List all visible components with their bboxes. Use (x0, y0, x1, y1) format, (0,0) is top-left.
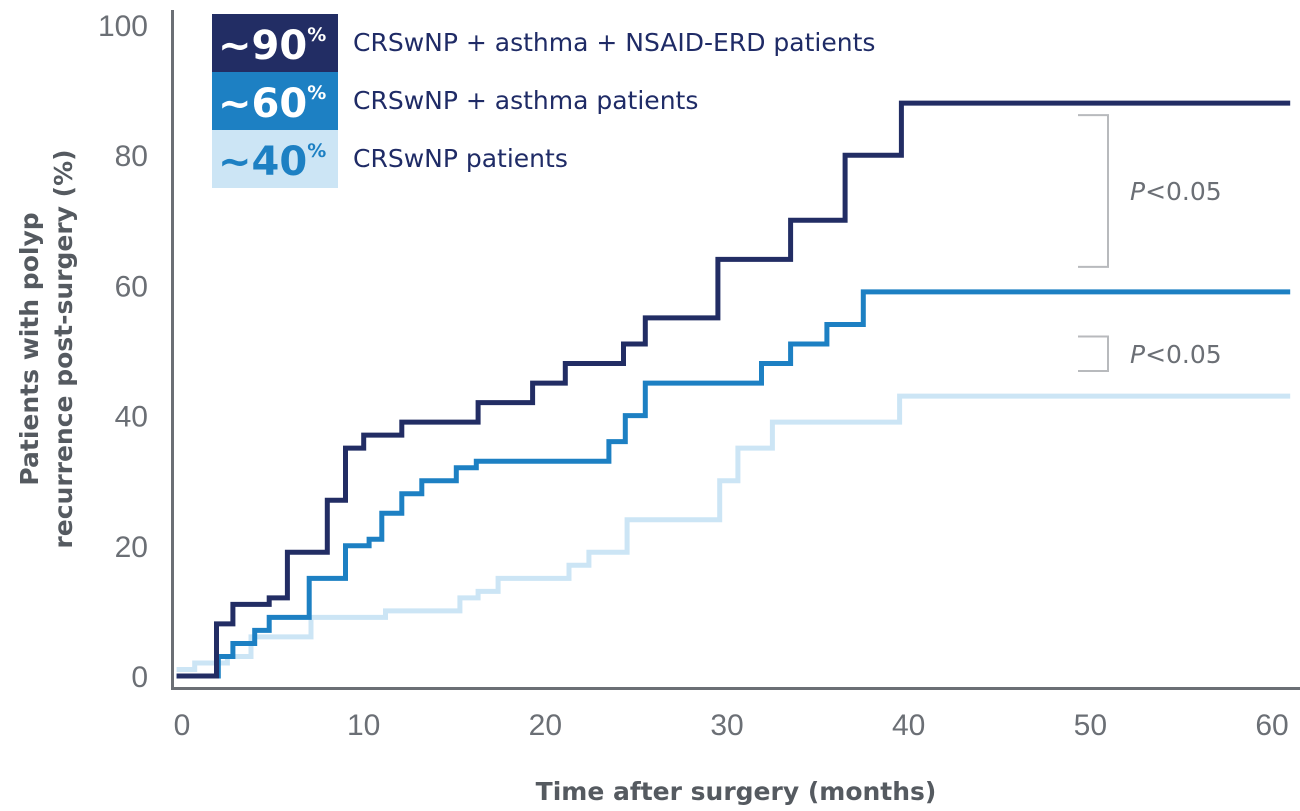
legend-label: CRSwNP patients (353, 144, 568, 173)
legend-percentage: ~90% (218, 23, 326, 69)
legend-percentage-sign: % (307, 24, 326, 46)
p-value-rest: <0.05 (1145, 340, 1222, 369)
y-tick-label: 40 (115, 401, 148, 434)
legend-swatch (212, 130, 338, 188)
legend: ~90% CRSwNP + asthma + NSAID-ERD patients… (212, 14, 875, 188)
p-value-label: P<0.05 (1130, 340, 1222, 369)
legend-percentage: ~60% (218, 81, 326, 127)
p-value-label: P<0.05 (1130, 177, 1222, 206)
p-value-italic: P (1130, 340, 1146, 369)
y-tick-labels: 0 20 40 60 80 100 (98, 10, 148, 694)
x-tick-label: 50 (1074, 709, 1107, 742)
x-tick-labels: 0 10 20 30 40 50 60 (174, 709, 1289, 742)
p-value-italic: P (1130, 177, 1146, 206)
axes-group (171, 10, 1300, 690)
y-tick-label: 20 (115, 531, 148, 564)
legend-percentage-sign: % (307, 140, 326, 162)
legend-percentage-value: ~90 (218, 23, 307, 69)
y-axis-title-line-2: recurrence post-surgery (%) (49, 149, 78, 548)
y-axis-title-line-1: Patients with polyp (15, 212, 44, 485)
series-line (176, 100, 1291, 679)
y-tick-label: 60 (115, 270, 148, 303)
x-tick-label: 60 (1255, 709, 1288, 742)
series-line (176, 289, 1291, 679)
x-tick-label: 0 (174, 709, 191, 742)
significance-bracket (1078, 114, 1109, 268)
legend-percentage: ~40% (218, 139, 326, 185)
y-tick-label: 100 (98, 10, 148, 43)
legend-swatch (212, 14, 338, 72)
p-value-rest: <0.05 (1145, 177, 1222, 206)
series-group (176, 100, 1291, 679)
x-axis-title: Time after surgery (months) (536, 777, 937, 806)
legend-label: CRSwNP + asthma patients (353, 86, 698, 115)
series-line (176, 393, 1291, 672)
x-tick-label: 30 (710, 709, 743, 742)
significance-bracket (1078, 335, 1109, 373)
legend-percentage-value: ~60 (218, 81, 307, 127)
legend-label: CRSwNP + asthma + NSAID-ERD patients (353, 28, 875, 57)
significance-annotations: P<0.05P<0.05 (1078, 114, 1222, 373)
y-tick-label: 0 (131, 661, 148, 694)
legend-swatch (212, 72, 338, 130)
legend-percentage-value: ~40 (218, 139, 307, 185)
y-axis-title: Patients with polyp recurrence post-surg… (15, 149, 78, 548)
x-tick-label: 40 (892, 709, 925, 742)
x-tick-label: 10 (347, 709, 380, 742)
y-tick-label: 80 (115, 140, 148, 173)
x-tick-label: 20 (529, 709, 562, 742)
legend-percentage-sign: % (307, 82, 326, 104)
